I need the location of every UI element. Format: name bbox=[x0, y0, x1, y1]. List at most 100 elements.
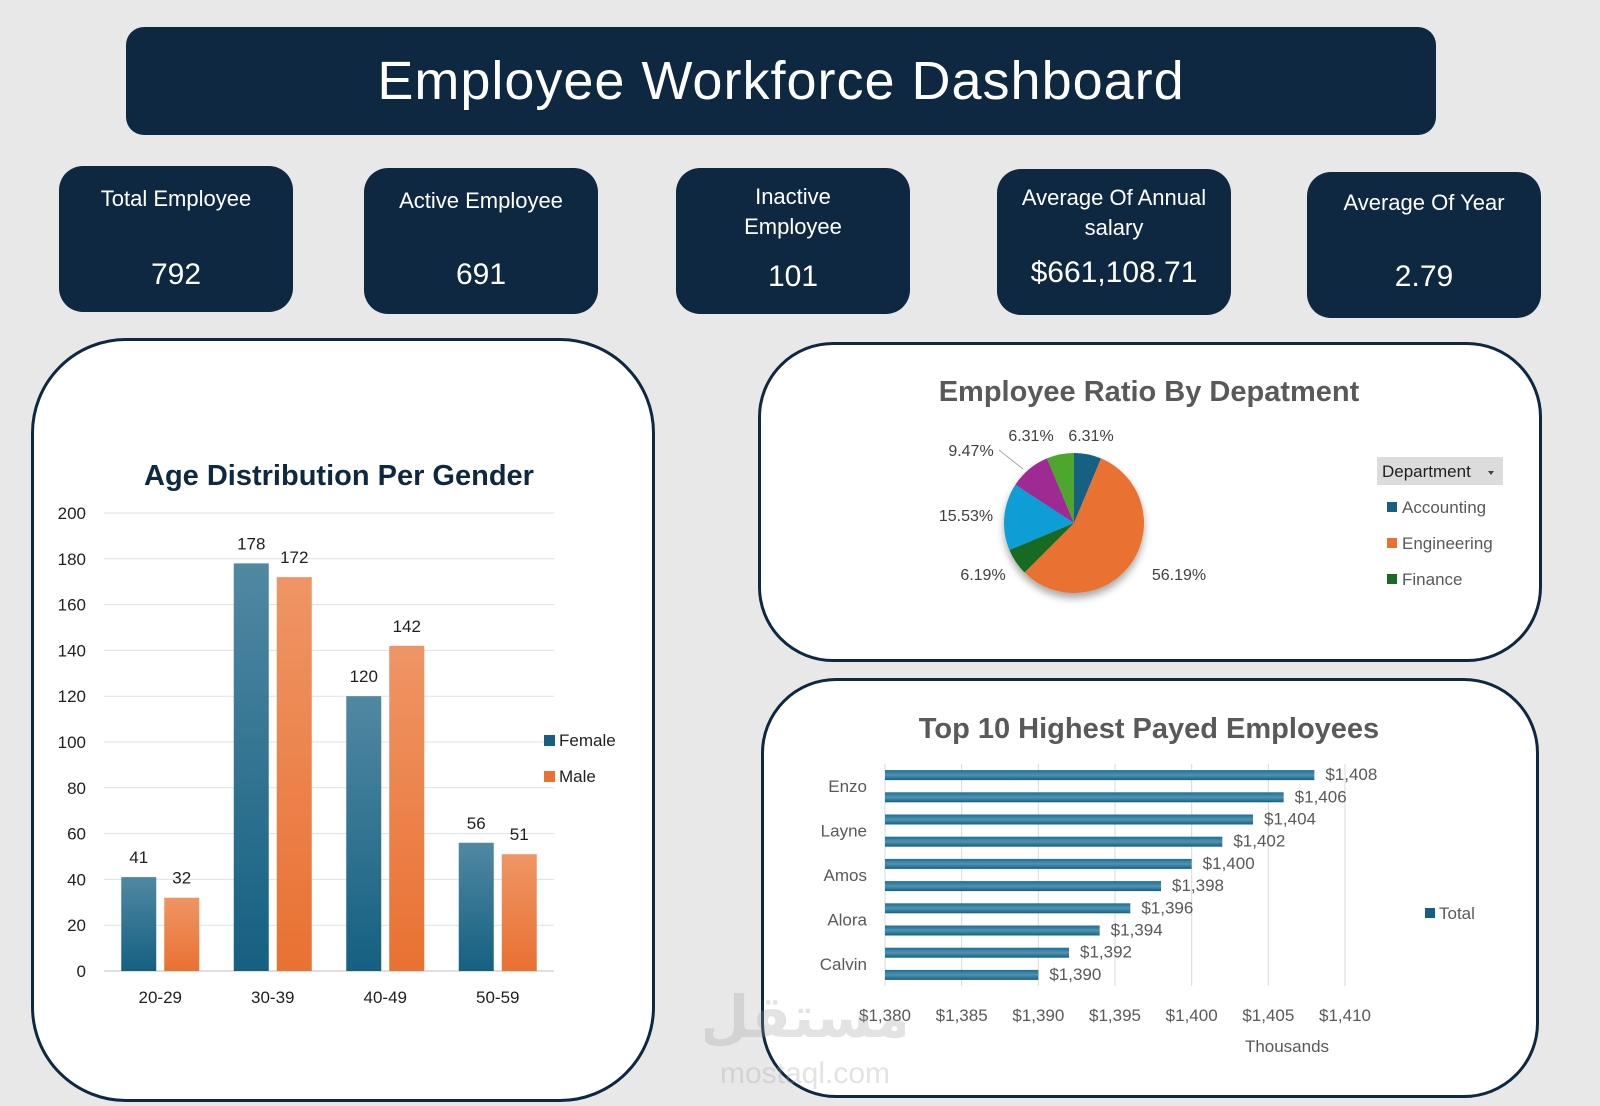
kpi-label: Inactive Employee bbox=[744, 184, 842, 239]
legend-swatch bbox=[1387, 538, 1397, 548]
data-label: $1,400 bbox=[1203, 854, 1255, 873]
kpi-card-average-of-year: Average Of Year 2.79 bbox=[1307, 172, 1541, 318]
bar-female bbox=[121, 877, 157, 971]
legend-label: Accounting bbox=[1402, 498, 1486, 517]
data-label: 178 bbox=[237, 534, 265, 553]
legend-label: Female bbox=[559, 731, 616, 750]
data-label: 32 bbox=[172, 869, 191, 888]
data-label: $1,398 bbox=[1172, 876, 1224, 895]
pie-data-label: 15.53% bbox=[939, 508, 993, 525]
kpi-label: Active Employee bbox=[399, 188, 563, 213]
chart-title: Age Distribution Per Gender bbox=[144, 460, 534, 492]
data-label: $1,404 bbox=[1264, 810, 1316, 829]
pie-slice bbox=[1015, 458, 1074, 523]
bar-female bbox=[233, 563, 269, 971]
y-category-label: Layne bbox=[821, 822, 867, 841]
x-axis-title: Thousands bbox=[1245, 1037, 1329, 1056]
y-tick-label: 40 bbox=[67, 870, 86, 889]
y-tick-label: 80 bbox=[67, 779, 86, 798]
bar-male bbox=[389, 645, 425, 971]
legend-swatch bbox=[544, 771, 555, 782]
pie-slice bbox=[1004, 484, 1074, 551]
x-tick-label: $1,380 bbox=[859, 1006, 911, 1025]
bar-male bbox=[501, 854, 537, 971]
bar-total bbox=[885, 814, 1253, 825]
kpi-card-average-annual-salary: Average Of Annual salary $661,108.71 bbox=[997, 169, 1231, 315]
kpi-label: Average Of Year bbox=[1343, 190, 1505, 215]
bar-total bbox=[885, 836, 1223, 847]
kpi-value: $661,108.71 bbox=[1030, 256, 1198, 289]
legend-label: Male bbox=[559, 767, 596, 786]
bar-total bbox=[885, 881, 1161, 892]
bar-male bbox=[276, 577, 312, 971]
pie-slice bbox=[1024, 458, 1144, 593]
bar-total bbox=[885, 925, 1100, 936]
x-tick-label: $1,410 bbox=[1319, 1006, 1371, 1025]
x-tick-label: $1,400 bbox=[1166, 1006, 1218, 1025]
data-label: $1,394 bbox=[1111, 921, 1163, 940]
x-tick-label: 50-59 bbox=[476, 988, 519, 1007]
bar-total bbox=[885, 903, 1131, 914]
x-tick-label: 30-39 bbox=[251, 988, 294, 1007]
pie-data-label: 6.31% bbox=[1008, 428, 1053, 445]
y-tick-label: 0 bbox=[77, 962, 86, 981]
y-tick-label: 60 bbox=[67, 825, 86, 844]
kpi-label: Average Of Annual salary bbox=[1021, 185, 1207, 240]
x-tick-label: $1,395 bbox=[1089, 1006, 1141, 1025]
legend-filter-button bbox=[1377, 457, 1503, 485]
pie-data-label: 6.31% bbox=[1068, 428, 1113, 445]
kpi-card-total-employee: Total Employee 792 bbox=[59, 166, 293, 312]
x-tick-label: 20-29 bbox=[139, 988, 182, 1007]
legend-label: Finance bbox=[1402, 570, 1462, 589]
dashboard-header: Employee Workforce Dashboard bbox=[126, 27, 1436, 135]
x-tick-label: $1,405 bbox=[1242, 1006, 1294, 1025]
kpi-value: 691 bbox=[455, 258, 507, 291]
kpi-value: 101 bbox=[767, 260, 819, 293]
x-tick-label: $1,390 bbox=[1012, 1006, 1064, 1025]
department-ratio-chart: Employee Ratio By Depatment 6.31% 56.19% 6.… bbox=[939, 376, 1503, 593]
data-label: $1,408 bbox=[1325, 765, 1377, 784]
y-tick-label: 180 bbox=[58, 550, 86, 569]
dropdown-arrow-icon bbox=[1488, 471, 1494, 475]
data-label: $1,406 bbox=[1295, 787, 1347, 806]
pie-data-label: 9.47% bbox=[948, 443, 993, 460]
pie-group bbox=[1004, 453, 1144, 593]
data-label: 41 bbox=[129, 848, 148, 867]
pie-slice bbox=[1046, 453, 1074, 523]
chart-title: Top 10 Highest Payed Employees bbox=[919, 713, 1379, 745]
y-category-label: Calvin bbox=[820, 955, 867, 974]
x-tick-label: $1,385 bbox=[936, 1006, 988, 1025]
department-ratio-panel: Employee Ratio By Depatment 6.31% 56.19% 6.… bbox=[758, 342, 1542, 662]
kpi-label: Total Employee bbox=[100, 186, 252, 211]
bar-total bbox=[885, 770, 1315, 781]
y-tick-label: 20 bbox=[67, 916, 86, 935]
data-label: $1,402 bbox=[1233, 832, 1285, 851]
bar-total bbox=[885, 947, 1069, 958]
kpi-value: 792 bbox=[150, 258, 202, 291]
age-distribution-chart: Age Distribution Per Gender 0 20 40 60 80 100 1… bbox=[58, 460, 616, 1007]
data-label: 56 bbox=[467, 814, 486, 833]
pie-data-label: 56.19% bbox=[1152, 567, 1206, 584]
y-tick-label: 140 bbox=[58, 641, 86, 660]
legend-label: Total bbox=[1439, 904, 1475, 923]
leader-line bbox=[998, 449, 1024, 470]
data-label: 172 bbox=[280, 548, 308, 567]
legend-swatch bbox=[544, 735, 555, 746]
y-tick-label: 160 bbox=[58, 596, 86, 615]
data-label: 51 bbox=[510, 825, 529, 844]
page-title: Employee Workforce Dashboard bbox=[377, 51, 1185, 111]
bar-total bbox=[885, 858, 1192, 869]
kpi-value: 2.79 bbox=[1394, 260, 1454, 293]
bar-female bbox=[458, 842, 494, 971]
y-category-label: Amos bbox=[824, 866, 867, 885]
legend-swatch bbox=[1425, 908, 1435, 918]
top-paid-employees-panel: Top 10 Highest Payed Employees $1,380 $1,3… bbox=[761, 678, 1539, 1098]
age-distribution-panel: Age Distribution Per Gender 0 20 40 60 80 100 1… bbox=[31, 338, 655, 1102]
chart-title: Employee Ratio By Depatment bbox=[939, 376, 1360, 408]
data-label: $1,390 bbox=[1049, 965, 1101, 984]
kpi-card-active-employee: Active Employee 691 bbox=[364, 168, 598, 314]
y-tick-label: 120 bbox=[58, 687, 86, 706]
y-category-label: Enzo bbox=[828, 777, 867, 796]
y-category-label: Alora bbox=[827, 910, 867, 929]
kpi-card-inactive-employee: Inactive Employee 101 bbox=[676, 168, 910, 314]
